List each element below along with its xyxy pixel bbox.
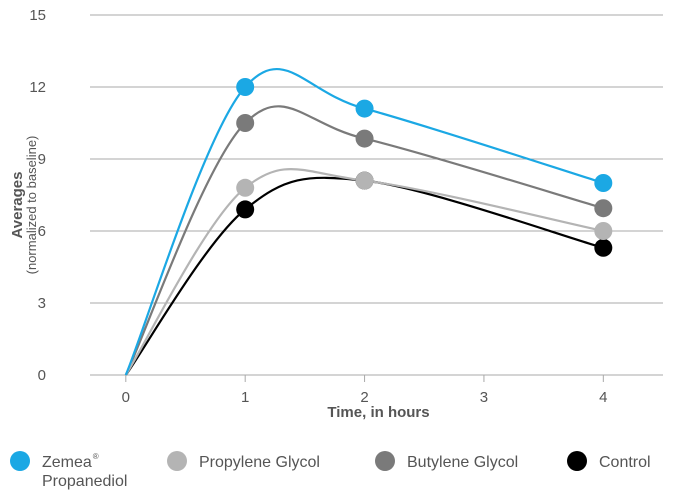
x-tick-label: 3	[480, 389, 488, 406]
data-point-propylene-glycol	[355, 171, 374, 190]
y-tick-label: 12	[29, 79, 46, 96]
legend-item-propylene-glycol: Propylene Glycol	[167, 451, 320, 471]
data-point-butylene-glycol	[236, 114, 255, 132]
legend-item-zemea: Zemea ® Propanediol	[10, 451, 127, 490]
legend-swatch	[167, 451, 187, 471]
data-point-zemea	[355, 99, 374, 118]
x-tick-label: 0	[122, 389, 130, 406]
series-line-butylene-glycol	[124, 105, 604, 376]
y-axis-subtitle: (normalized to baseline)	[24, 136, 39, 275]
y-tick-label: 6	[38, 223, 46, 240]
data-point-butylene-glycol	[594, 199, 613, 218]
x-tick-label: 1	[241, 389, 249, 406]
legend-label: Propylene Glycol	[199, 454, 320, 471]
data-point-propylene-glycol	[236, 178, 255, 197]
legend-label: Control	[599, 454, 651, 471]
series-line-propylene-glycol	[124, 168, 604, 376]
data-point-zemea	[594, 174, 613, 192]
legend-label-sup: ®	[93, 452, 99, 461]
y-axis-title-group: Averages (normalized to baseline)	[9, 136, 39, 275]
data-point-control	[236, 200, 255, 219]
y-tick-label: 9	[38, 151, 46, 168]
data-point-zemea	[236, 78, 255, 96]
x-tick-label: 2	[360, 389, 368, 406]
y-tick-label: 0	[38, 367, 46, 384]
series-line-control	[124, 176, 604, 376]
legend-swatch	[10, 451, 30, 471]
y-axis-title: Averages	[9, 172, 26, 239]
data-point-butylene-glycol	[355, 129, 374, 148]
x-axis-title: Time, in hours	[327, 404, 429, 421]
grid-lines	[90, 14, 663, 382]
legend-item-control: Control	[567, 451, 651, 471]
legend-label: Zemea	[42, 454, 92, 471]
y-tick-label: 3	[38, 295, 46, 312]
legend-swatch	[567, 451, 587, 471]
legend-label: Butylene Glycol	[407, 454, 518, 471]
legend-label-line2: Propanediol	[42, 473, 127, 490]
legend-item-butylene-glycol: Butylene Glycol	[375, 451, 518, 471]
legend: Zemea ® Propanediol Propylene Glycol Butylen…	[10, 451, 651, 490]
axis-titles: Time, in hours Averages (normalized to b…	[9, 136, 430, 421]
data-point-control	[594, 238, 613, 257]
series-line-zemea	[124, 67, 604, 376]
y-tick-label: 15	[29, 7, 46, 24]
x-tick-label: 4	[599, 389, 607, 406]
series-markers	[236, 78, 613, 257]
legend-swatch	[375, 451, 395, 471]
series-lines	[124, 67, 604, 376]
data-point-propylene-glycol	[594, 222, 613, 240]
